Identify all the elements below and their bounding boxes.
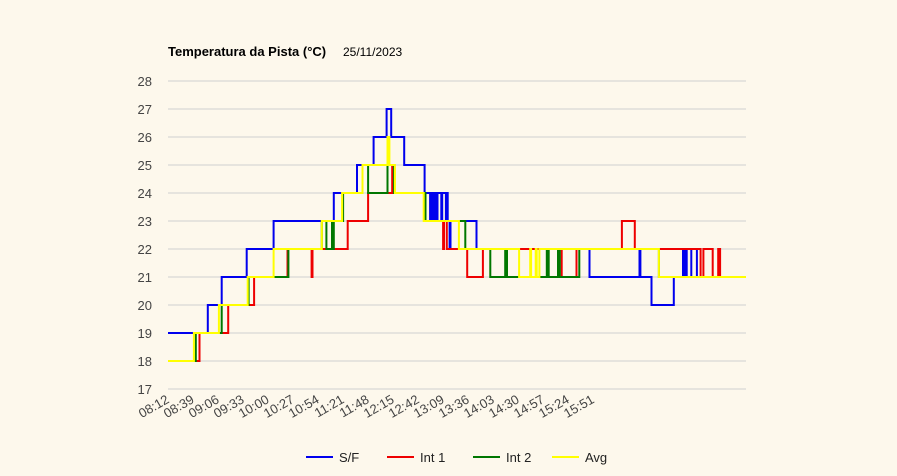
legend-label: S/F [339,450,359,465]
chart-subtitle: 25/11/2023 [343,45,402,59]
y-tick-label: 27 [138,102,152,117]
series-line-int-2 [168,164,746,362]
series-lines [168,108,746,362]
legend: S/F Int 1 Int 2 Avg [306,450,607,465]
legend-label: Int 1 [420,450,445,465]
y-tick-label: 26 [138,130,152,145]
y-tick-label: 22 [138,242,152,257]
legend-item: S/F [306,450,359,465]
y-tick-label: 18 [138,354,152,369]
y-tick-label: 28 [138,74,152,89]
legend-item: Avg [552,450,607,465]
chart-title: Temperatura da Pista (°C) [168,44,326,59]
y-tick-label: 20 [138,298,152,313]
legend-label: Avg [585,450,607,465]
y-tick-label: 23 [138,214,152,229]
x-axis-ticks: 08:1208:3909:0609:3310:0010:2710:5411:21… [136,392,597,421]
y-tick-label: 24 [138,186,152,201]
legend-label: Int 2 [506,450,531,465]
y-tick-label: 19 [138,326,152,341]
y-tick-label: 17 [138,382,152,397]
legend-item: Int 1 [387,450,445,465]
legend-item: Int 2 [473,450,531,465]
y-tick-label: 21 [138,270,152,285]
y-tick-label: 25 [138,158,152,173]
gridlines [168,80,746,390]
y-axis-ticks: 17 18 19 20 21 22 23 24 25 26 27 28 [138,74,152,397]
series-line-avg [168,136,746,362]
